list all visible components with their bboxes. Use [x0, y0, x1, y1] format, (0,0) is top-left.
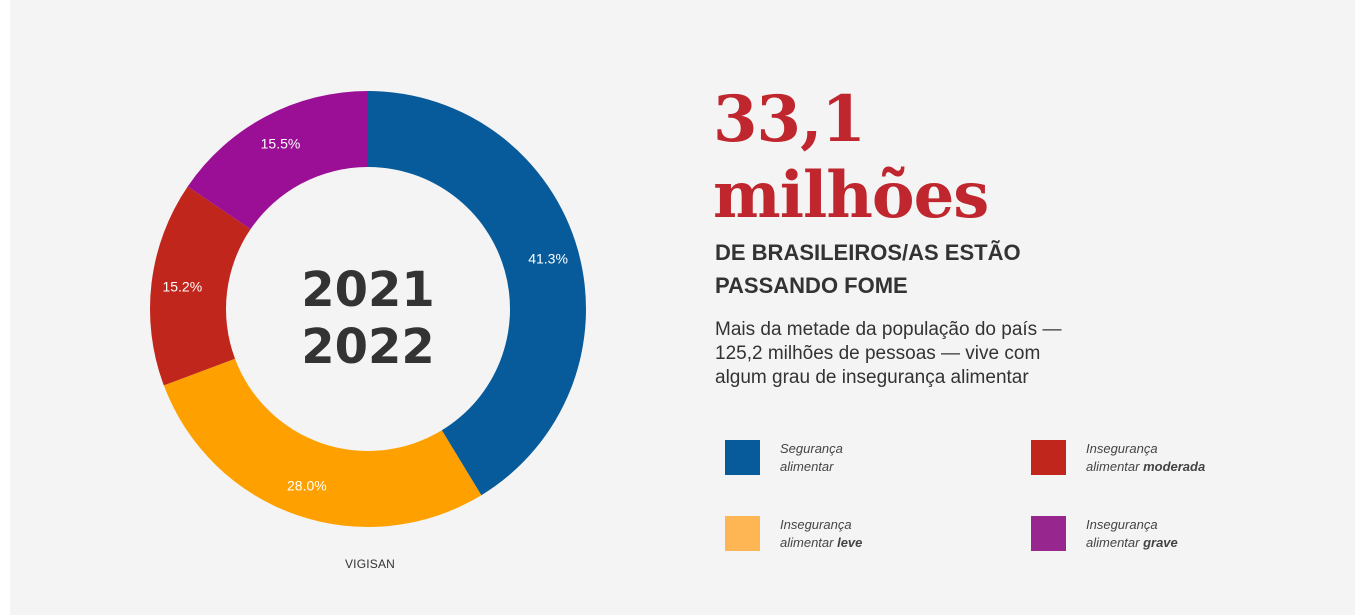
- legend-line2: alimentar: [1086, 535, 1144, 550]
- donut-chart: 41.3% 28.0% 15.2% 15.5%: [149, 91, 586, 527]
- headline-subtitle: DE BRASILEIROS/AS ESTÃO PASSANDO FOME: [715, 236, 1095, 302]
- legend-line2: alimentar: [780, 535, 838, 550]
- headline-subtitle-line2: PASSANDO FOME: [715, 273, 908, 298]
- legend-line1: Segurança: [780, 441, 843, 456]
- legend-line2: alimentar: [1086, 459, 1144, 474]
- legend-swatch-moderada: [1031, 440, 1066, 475]
- slice-leve: [163, 358, 482, 527]
- legend-swatch-seguranca: [725, 440, 760, 475]
- infographic-panel: [10, 0, 1355, 615]
- legend-swatch-leve: [725, 516, 760, 551]
- legend-label-grave: Insegurança alimentar grave: [1086, 516, 1286, 552]
- headline-subtitle-line1: DE BRASILEIROS/AS ESTÃO: [715, 240, 1021, 265]
- legend-item-seguranca: Segurança alimentar: [725, 440, 1005, 480]
- legend-item-grave: Insegurança alimentar grave: [1031, 516, 1311, 556]
- slice-label-moderada: 15.2%: [162, 279, 202, 295]
- legend-label-leve: Insegurança alimentar leve: [780, 516, 980, 552]
- headline-number: 33,1 milhões: [713, 82, 989, 234]
- legend-swatch-grave: [1031, 516, 1066, 551]
- slice-label-grave: 15.5%: [261, 136, 301, 152]
- slice-label-seguranca: 41.3%: [528, 251, 568, 267]
- legend-item-moderada: Insegurança alimentar moderada: [1031, 440, 1311, 480]
- headline-number-unit: milhões: [713, 158, 989, 233]
- description-text: Mais da metade da população do país — 12…: [715, 319, 1062, 388]
- headline-number-value: 33,1: [713, 82, 866, 157]
- source-label: VIGISAN: [344, 557, 396, 571]
- legend-line1: Insegurança: [1086, 517, 1158, 532]
- legend-item-leve: Insegurança alimentar leve: [725, 516, 1005, 556]
- slice-moderada: [149, 186, 251, 386]
- slice-grave: [187, 91, 368, 230]
- slice-seguranca: [368, 91, 586, 496]
- legend-label-seguranca: Segurança alimentar: [780, 440, 980, 476]
- center-year-start: 2021: [301, 262, 435, 318]
- legend-line1: Insegurança: [1086, 441, 1158, 456]
- slice-label-leve: 28.0%: [287, 478, 327, 494]
- legend-line2-bold: grave: [1143, 535, 1178, 550]
- legend-line2: alimentar: [780, 459, 834, 474]
- legend-label-moderada: Insegurança alimentar moderada: [1086, 440, 1286, 476]
- legend-line2-bold: moderada: [1143, 459, 1206, 474]
- legend-line1: Insegurança: [780, 517, 852, 532]
- center-year-end: 2022: [301, 319, 435, 375]
- legend-line2-bold: leve: [837, 535, 863, 550]
